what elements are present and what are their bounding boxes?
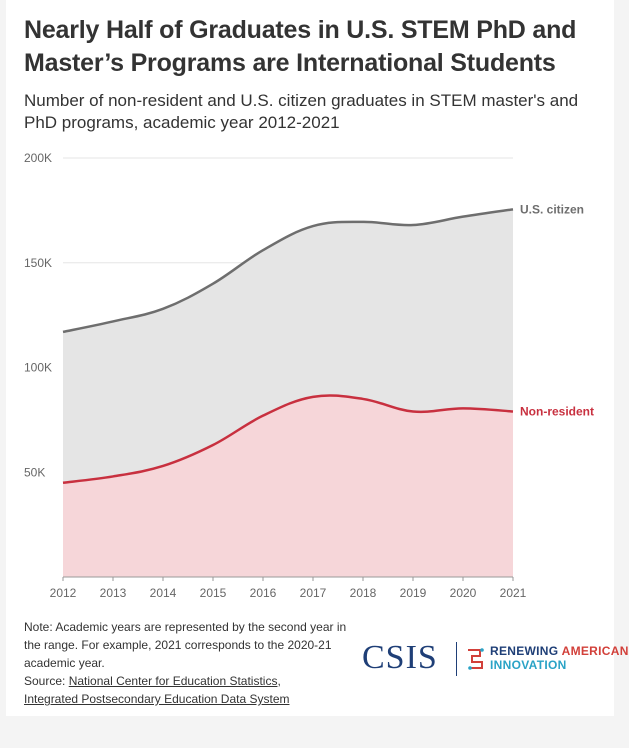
source-separator: , xyxy=(277,674,281,688)
source-prefix: Source: xyxy=(24,674,69,688)
innovation-circuit-icon xyxy=(468,648,484,670)
ra-word-american: AMERICAN xyxy=(561,644,629,658)
x-tick-label: 2017 xyxy=(300,586,327,600)
ra-word-renewing: RENEWING xyxy=(490,644,559,658)
series-label-u-s-citizen: U.S. citizen xyxy=(520,202,584,216)
chart-card: Nearly Half of Graduates in U.S. STEM Ph… xyxy=(6,0,628,716)
y-tick-label: 200K xyxy=(24,151,52,165)
line-non-resident xyxy=(62,394,514,484)
y-tick-label: 50K xyxy=(24,465,45,479)
x-tick-label: 2015 xyxy=(200,586,227,600)
chart-title: Nearly Half of Graduates in U.S. STEM Ph… xyxy=(24,16,577,77)
chart-note: Note: Academic years are represented by … xyxy=(24,618,364,708)
csis-logo: CSIS xyxy=(362,639,438,676)
y-tick-label: 100K xyxy=(24,361,52,375)
x-tick-label: 2018 xyxy=(350,586,377,600)
source-link-ipeds[interactable]: Integrated Postsecondary Education Data … xyxy=(24,692,290,706)
line-u-s-citizen xyxy=(62,208,514,334)
x-tick-label: 2016 xyxy=(250,586,277,600)
area-chart: 50K 100K 150K 200K U.S. citizen Non-resident 2… xyxy=(24,151,594,600)
area-non-resident xyxy=(63,395,513,577)
source-link-nces[interactable]: National Center for Education Statistics xyxy=(68,674,278,688)
chart-subtitle: Number of non-resident and U.S. citizen … xyxy=(24,91,579,132)
x-tick-label: 2012 xyxy=(50,586,77,600)
ra-word-innovation: INNOVATION xyxy=(490,658,567,672)
x-tick-label: 2014 xyxy=(150,586,177,600)
series-label-non-resident: Non-resident xyxy=(520,404,594,418)
x-tick-label: 2019 xyxy=(400,586,427,600)
logo-divider xyxy=(456,642,457,676)
x-tick-label: 2013 xyxy=(100,586,127,600)
x-tick-label: 2021 xyxy=(500,586,527,600)
x-tick-label: 2020 xyxy=(450,586,477,600)
y-tick-label: 150K xyxy=(24,256,52,270)
note-text: Note: Academic years are represented by … xyxy=(24,620,347,670)
